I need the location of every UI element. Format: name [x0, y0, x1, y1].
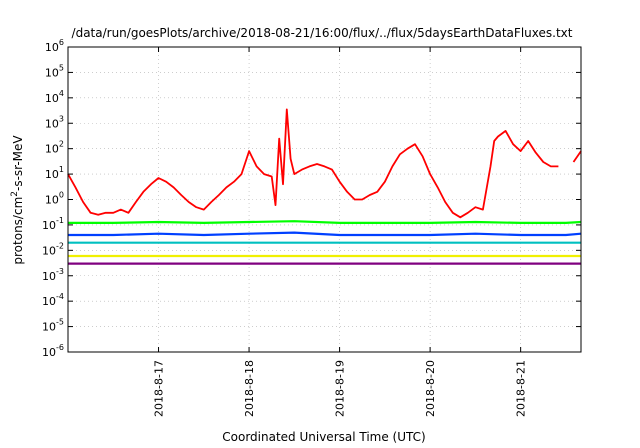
series-line-2	[68, 231, 582, 237]
y-tick-label: 10-3	[42, 267, 64, 283]
x-axis-label: Coordinated Universal Time (UTC)	[222, 430, 425, 444]
y-tick-exponent: -6	[56, 343, 64, 352]
y-tick-label: 106	[45, 38, 64, 54]
y-tick-exponent: 1	[59, 165, 64, 174]
y-tick-label: 104	[45, 89, 64, 105]
series-group	[67, 108, 582, 265]
y-tick-label: 10-6	[42, 343, 64, 359]
y-tick-exponent: -2	[56, 241, 64, 250]
y-tick-exponent: -5	[56, 318, 64, 327]
series-line-1	[68, 220, 582, 224]
y-tick-exponent: 4	[59, 89, 64, 98]
series-line-0	[67, 108, 582, 219]
y-tick-exponent: 5	[59, 63, 64, 72]
y-tick-label: 102	[45, 140, 64, 156]
y-tick-exponent: 0	[59, 191, 64, 200]
y-tick-label: 105	[45, 63, 64, 79]
y-axis-label: protons/cm2-s-sr-MeV	[10, 135, 25, 265]
x-tick-label: 2018-8-21	[515, 360, 528, 417]
y-tick-exponent: 6	[59, 38, 64, 47]
y-tick-exponent: -3	[56, 267, 64, 276]
x-tick-label: 2018-8-18	[243, 360, 256, 417]
x-tick-label: 2018-8-19	[334, 360, 347, 417]
chart-title: /data/run/goesPlots/archive/2018-08-21/1…	[72, 26, 573, 40]
y-tick-exponent: -1	[56, 216, 64, 225]
y-tick-exponent: -4	[56, 292, 64, 301]
y-tick-label: 101	[45, 165, 64, 181]
y-tick-exponent: 2	[59, 140, 64, 149]
x-tick-label: 2018-8-17	[153, 360, 166, 417]
x-tick-label: 2018-8-20	[424, 360, 437, 417]
grid	[68, 47, 581, 352]
y-axis-ticks: 10-610-510-410-310-210-11001011021031041…	[42, 38, 581, 359]
y-tick-label: 103	[45, 114, 64, 130]
y-tick-label: 10-4	[42, 292, 64, 308]
y-tick-label: 10-5	[42, 318, 64, 334]
y-tick-exponent: 3	[59, 114, 64, 123]
y-tick-label: 10-2	[42, 241, 64, 257]
y-label-suffix: -s-sr-MeV	[11, 135, 25, 191]
y-tick-label: 100	[45, 191, 64, 207]
y-tick-label: 10-1	[42, 216, 64, 232]
x-axis-ticks: 2018-8-17 2018-8-18 2018-8-19 2018-8-20 2018…	[153, 47, 528, 417]
y-label-superscript: 2	[10, 191, 20, 197]
